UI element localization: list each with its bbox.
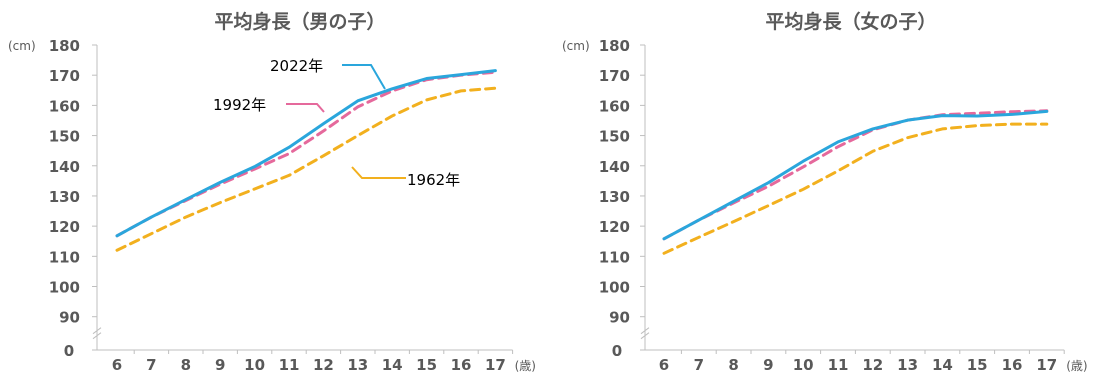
girls-y-tick-label: 90 xyxy=(609,309,630,327)
girls-y-tick-label: 180 xyxy=(599,37,630,55)
girls-series-1992年-line xyxy=(662,109,1049,241)
boys-chart-title: 平均身長（男の子） xyxy=(214,10,385,33)
boys-x-tick-label: 6 xyxy=(112,356,122,374)
girls-x-tick-label: 13 xyxy=(897,356,918,374)
boys-y-tick-label: 0 xyxy=(64,342,74,360)
boys-legend-label: 2022年 xyxy=(270,57,323,75)
girls-axis-break xyxy=(640,332,650,340)
boys-x-tick-label: 16 xyxy=(451,356,472,374)
boys-y-tick-label: 110 xyxy=(49,248,80,266)
boys-legend-leader xyxy=(342,64,386,90)
girls-y-tick-label: 110 xyxy=(599,248,630,266)
boys-y-tick-label: 120 xyxy=(49,218,80,236)
boys-axis-break xyxy=(92,327,102,335)
girls-y-tick-label: 170 xyxy=(599,67,630,85)
girls-y-unit: (cm) xyxy=(562,39,590,53)
boys-y-tick-label: 100 xyxy=(49,279,80,297)
boys-x-tick-label: 12 xyxy=(313,356,334,374)
girls-x-tick-label: 16 xyxy=(1002,356,1023,374)
girls-x-tick-label: 12 xyxy=(862,356,883,374)
boys-y-tick-label: 180 xyxy=(49,37,80,55)
boys-x-tick-label: 9 xyxy=(215,356,225,374)
girls-y-tick-label: 160 xyxy=(599,97,630,115)
boys-y-tick-label: 140 xyxy=(49,158,80,176)
girls-x-tick-label: 14 xyxy=(932,356,953,374)
girls-x-tick-label: 15 xyxy=(967,356,988,374)
girls-axis-break xyxy=(640,327,650,335)
girls-chart-title: 平均身長（女の子） xyxy=(765,10,936,33)
girls-x-tick-label: 10 xyxy=(793,356,814,374)
boys-x-tick-label: 10 xyxy=(244,356,265,374)
girls-x-tick-label: 7 xyxy=(694,356,704,374)
boys-y-unit: (cm) xyxy=(8,39,36,53)
boys-x-tick-label: 17 xyxy=(485,356,506,374)
boys-x-unit: (歳) xyxy=(515,359,536,373)
boys-series-1962年-line xyxy=(115,86,497,252)
boys-x-tick-label: 11 xyxy=(279,356,300,374)
girls-x-tick-label: 17 xyxy=(1036,356,1057,374)
boys-legend-leader xyxy=(286,103,325,113)
girls-y-tick-label: 130 xyxy=(599,188,630,206)
girls-y-tick-label: 100 xyxy=(599,279,630,297)
boys-series-2022年-line xyxy=(115,69,497,238)
boys-x-tick-label: 15 xyxy=(416,356,437,374)
girls-series-2022年-line xyxy=(662,109,1049,241)
girls-x-tick-label: 6 xyxy=(659,356,669,374)
girls-series-1962年-line xyxy=(662,122,1049,255)
boys-x-tick-label: 7 xyxy=(146,356,156,374)
girls-y-tick-label: 140 xyxy=(599,158,630,176)
boys-legend-label: 1992年 xyxy=(213,96,266,114)
boys-x-tick-label: 14 xyxy=(382,356,403,374)
boys-x-tick-label: 8 xyxy=(181,356,191,374)
boys-y-tick-label: 130 xyxy=(49,188,80,206)
girls-x-tick-label: 8 xyxy=(728,356,738,374)
boys-y-tick-label: 150 xyxy=(49,128,80,146)
boys-legend-leader xyxy=(351,166,406,179)
girls-x-tick-label: 11 xyxy=(828,356,849,374)
boys-legend-label: 1962年 xyxy=(407,171,460,189)
boys-x-tick-label: 13 xyxy=(347,356,368,374)
girls-y-tick-label: 150 xyxy=(599,128,630,146)
girls-y-tick-label: 0 xyxy=(612,342,622,360)
boys-y-tick-label: 170 xyxy=(49,67,80,85)
boys-y-tick-label: 90 xyxy=(59,309,80,327)
girls-y-tick-label: 120 xyxy=(599,218,630,236)
boys-series-1992年-line xyxy=(115,70,497,238)
boys-axis-break xyxy=(92,332,102,340)
girls-x-tick-label: 9 xyxy=(763,356,773,374)
girls-x-unit: (歳) xyxy=(1066,359,1087,373)
boys-y-tick-label: 160 xyxy=(49,97,80,115)
